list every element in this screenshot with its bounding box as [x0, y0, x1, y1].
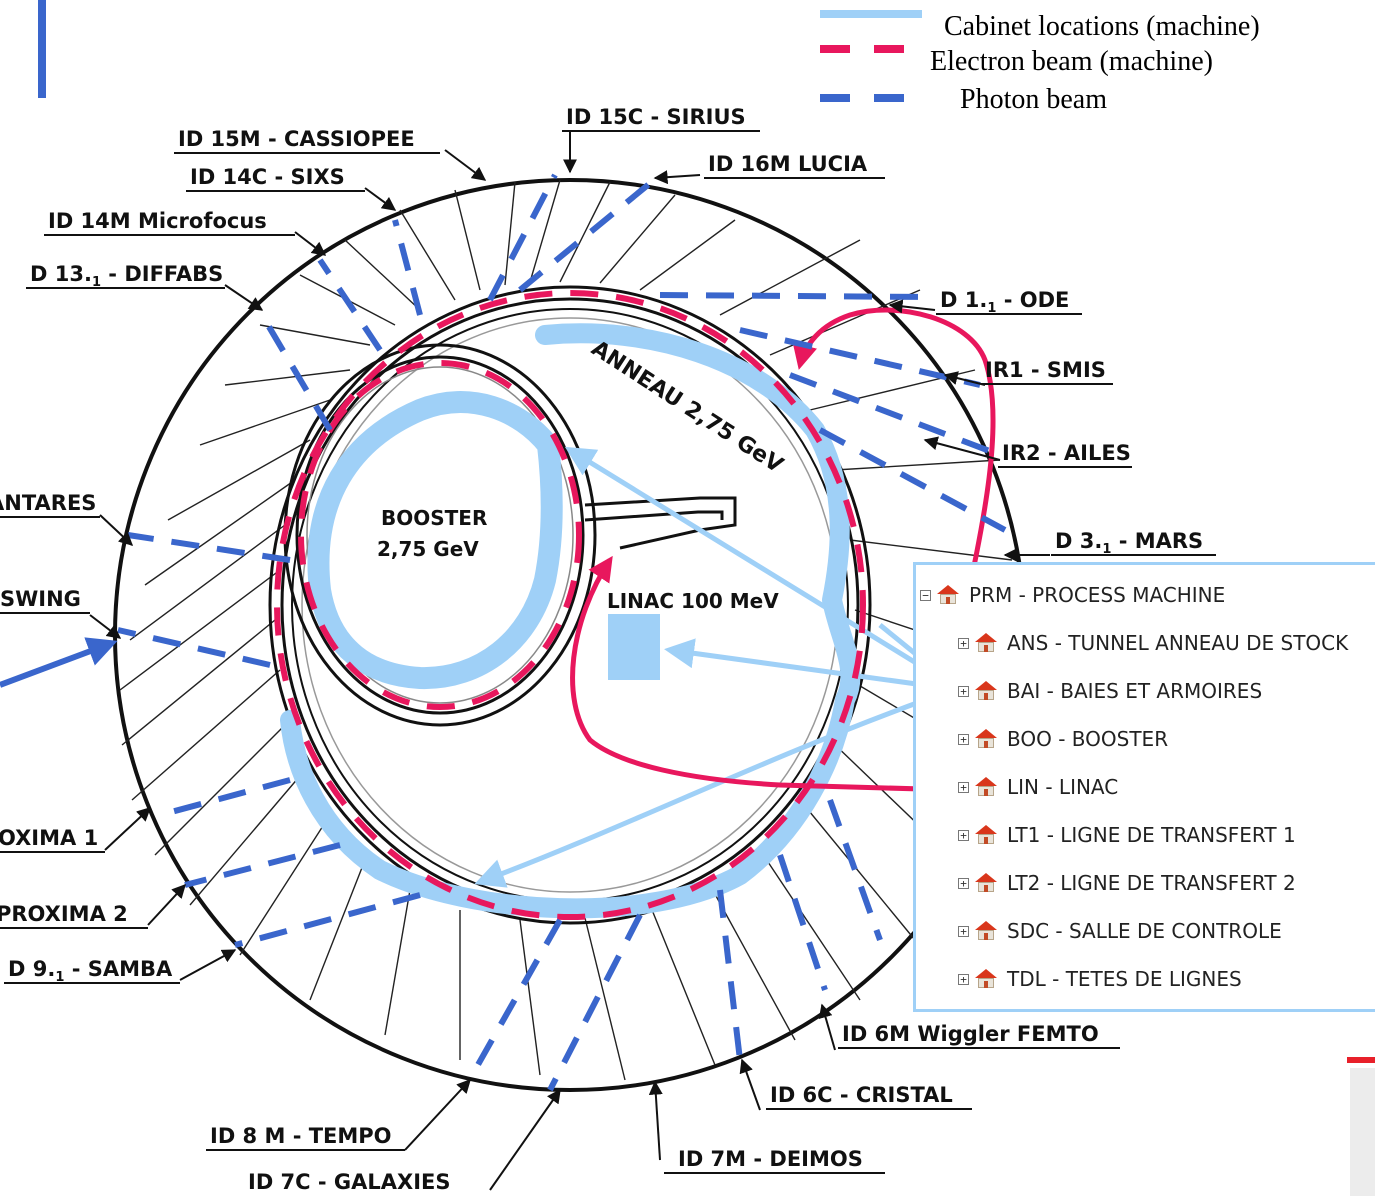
label-swing: SWING [0, 587, 81, 611]
tree-item-label: BOO - BOOSTER [1007, 727, 1169, 751]
tree-item-label: SDC - SALLE DE CONTROLE [1007, 919, 1282, 943]
booster-label-line1: BOOSTER [381, 506, 487, 530]
building-icon [975, 681, 997, 701]
legend-electron-label: Electron beam (machine) [930, 46, 1213, 77]
legend-cabinet-label: Cabinet locations (machine) [944, 11, 1260, 42]
building-icon [975, 633, 997, 653]
expand-icon[interactable]: + [958, 733, 969, 745]
process-tree-panel: − PRM - PROCESS MACHINE + ANS - TUNNEL A… [913, 562, 1375, 1012]
electron-links [570, 307, 996, 793]
label-antares: ANTARES [0, 491, 96, 515]
tree-root-label: PRM - PROCESS MACHINE [969, 583, 1226, 607]
cabinet-arrows [474, 446, 962, 888]
tree-item-ans[interactable]: + ANS - TUNNEL ANNEAU DE STOCK [958, 629, 1348, 657]
tree-item-bai[interactable]: + BAI - BAIES ET ARMOIRES [958, 677, 1262, 705]
tree-root[interactable]: − PRM - PROCESS MACHINE [920, 581, 1225, 609]
photon-beams [117, 172, 1007, 1092]
label-id15m: ID 15M - CASSIOPEE [178, 127, 415, 151]
label-d13: D 13.1 - DIFFABS [30, 262, 223, 290]
label-d3: D 3.1 - MARS [1055, 529, 1203, 557]
tree-item-label: LT1 - LIGNE DE TRANSFERT 1 [1007, 823, 1296, 847]
label-d9: D 9.1 - SAMBA [8, 957, 173, 985]
label-id6c: ID 6C - CRISTAL [770, 1083, 953, 1107]
building-icon [937, 585, 959, 605]
building-icon [975, 825, 997, 845]
photon-arrow-left [0, 637, 118, 688]
label-id7m: ID 7M - DEIMOS [678, 1147, 863, 1171]
corner-accent-bar [38, 0, 46, 98]
corner-red-strip [1347, 1057, 1375, 1063]
tree-item-label: ANS - TUNNEL ANNEAU DE STOCK [1007, 631, 1349, 655]
label-ir2: IR2 - AILES [1002, 441, 1131, 465]
expand-icon[interactable]: + [958, 973, 969, 985]
expand-icon[interactable]: + [958, 637, 969, 649]
building-icon [975, 873, 997, 893]
label-ir1: IR1 - SMIS [985, 358, 1106, 382]
booster-label-line2: 2,75 GeV [377, 537, 479, 561]
label-id8m: ID 8 M - TEMPO [210, 1124, 392, 1148]
label-id6m: ID 6M Wiggler FEMTO [842, 1022, 1099, 1046]
expand-icon[interactable]: + [958, 829, 969, 841]
label-id7c: ID 7C - GALAXIES [248, 1170, 451, 1194]
expand-icon[interactable]: + [958, 877, 969, 889]
tree-item-sdc[interactable]: + SDC - SALLE DE CONTROLE [958, 917, 1282, 945]
tree-item-label: TDL - TETES DE LIGNES [1007, 967, 1242, 991]
beamline-fan-lines [119, 179, 1013, 1081]
collapse-icon[interactable]: − [920, 589, 931, 601]
tree-item-tdl[interactable]: + TDL - TETES DE LIGNES [958, 965, 1242, 993]
tree-item-label: BAI - BAIES ET ARMOIRES [1007, 679, 1263, 703]
building-icon [975, 921, 997, 941]
tree-item-lt1[interactable]: + LT1 - LIGNE DE TRANSFERT 1 [958, 821, 1296, 849]
linac-label: LINAC 100 MeV [607, 589, 779, 613]
tree-item-label: LIN - LINAC [1007, 775, 1119, 799]
label-d1: D 1.1 - ODE [940, 288, 1069, 316]
expand-icon[interactable]: + [958, 925, 969, 937]
building-icon [975, 729, 997, 749]
electron-beam [274, 290, 866, 920]
linac-transfer-line [584, 496, 737, 550]
tree-item-lin[interactable]: + LIN - LINAC [958, 773, 1118, 801]
building-icon [975, 969, 997, 989]
tree-item-lt2[interactable]: + LT2 - LIGNE DE TRANSFERT 2 [958, 869, 1296, 897]
label-id14m: ID 14M Microfocus [48, 209, 267, 233]
beamline-labels: ID 15C - SIRIUS ID 15M - CASSIOPEE ID 16… [0, 105, 1216, 1194]
label-id14c: ID 14C - SIXS [190, 165, 345, 189]
label-leaders [89, 130, 1050, 1191]
legend: Cabinet locations (machine) Electron bea… [820, 10, 1260, 115]
label-proxima2: PROXIMA 2 [0, 902, 128, 926]
tree-item-label: LT2 - LIGNE DE TRANSFERT 2 [1007, 871, 1296, 895]
expand-icon[interactable]: + [958, 781, 969, 793]
cabinet-locations [280, 323, 861, 919]
label-id16m: ID 16M LUCIA [708, 152, 868, 176]
label-id15c: ID 15C - SIRIUS [566, 105, 746, 129]
expand-icon[interactable]: + [958, 685, 969, 697]
tree-item-boo[interactable]: + BOO - BOOSTER [958, 725, 1168, 753]
building-icon [975, 777, 997, 797]
legend-photon-label: Photon beam [960, 84, 1107, 115]
label-proxima1: OXIMA 1 [0, 826, 98, 850]
corner-grey-strip [1350, 1068, 1375, 1196]
